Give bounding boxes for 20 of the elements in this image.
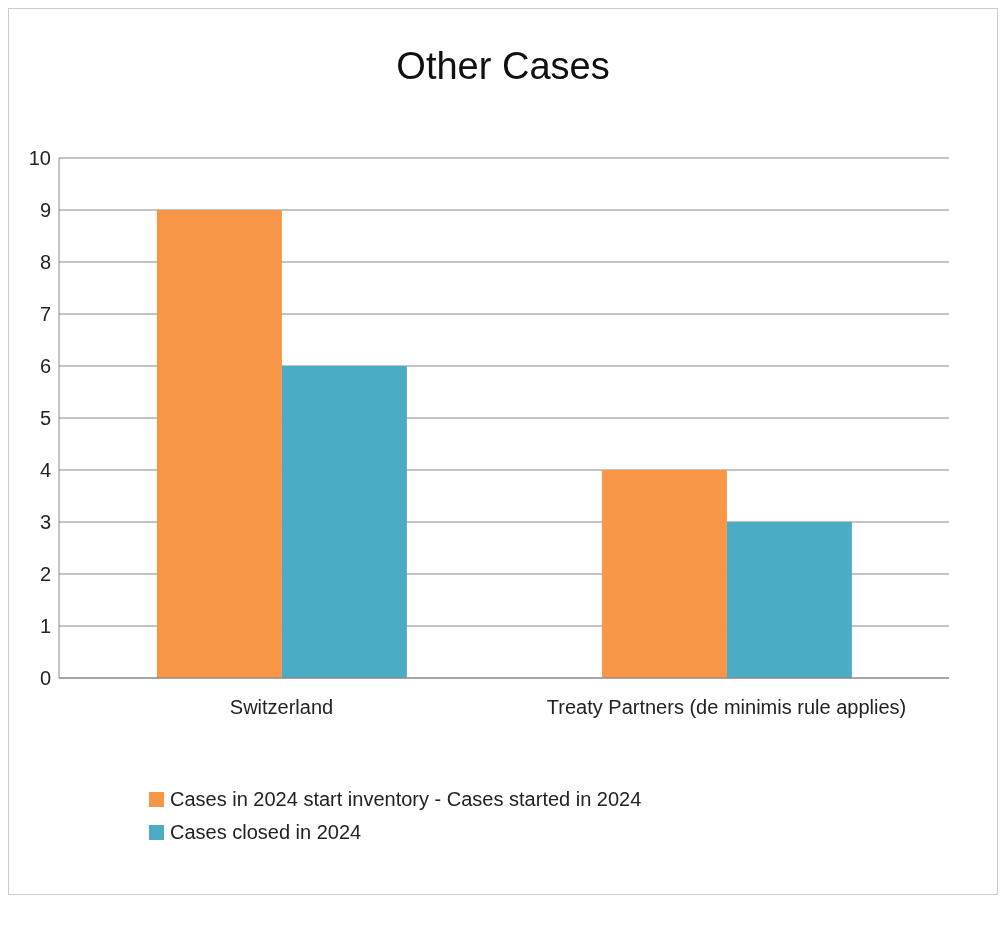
y-tick-label: 4 [39, 459, 51, 482]
x-tick-label: Treaty Partners (de minimis rule applies) [546, 696, 907, 719]
bar [156, 210, 282, 678]
y-tick-label: 10 [28, 147, 51, 170]
y-tick-label: 8 [39, 251, 51, 274]
y-tick-label: 1 [39, 615, 51, 638]
bar [726, 522, 852, 678]
y-tick-label: 6 [39, 355, 51, 378]
y-tick-label: 5 [39, 407, 51, 430]
y-tick-label: 3 [39, 511, 51, 534]
legend-label: Cases in 2024 start inventory - Cases started in 2024 [170, 788, 642, 811]
y-tick-label: 0 [39, 667, 51, 690]
chart-title: Other Cases [395, 45, 611, 88]
x-tick-label: Switzerland [229, 696, 334, 719]
legend-label: Cases closed in 2024 [170, 821, 362, 844]
bar [601, 470, 727, 678]
y-tick-label: 7 [39, 303, 51, 326]
y-tick-label: 9 [39, 199, 51, 222]
bar [281, 366, 407, 678]
y-tick-label: 2 [39, 563, 51, 586]
